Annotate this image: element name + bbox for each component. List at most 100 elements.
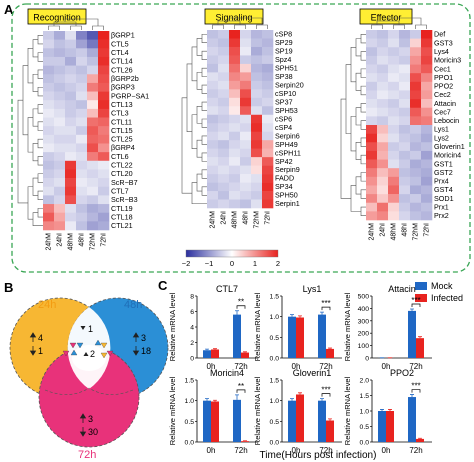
recognition-heatmap-cell [43,134,55,144]
recognition-condition-label: 24hM [46,233,53,251]
signaling-heatmap-cell [262,46,274,56]
recognition-condition-label: 72hM [90,233,97,251]
signaling-heatmap-cell [218,80,230,90]
venn-24-48-arrow [80,326,86,330]
signaling-heatmap-cell [229,46,241,56]
signaling-heatmap-cell [229,89,241,99]
recognition-gene-label: CTL5 [111,39,129,48]
effector-heatmap-cell [410,38,422,48]
effector-heatmap-cell [421,185,433,195]
signaling-heatmap-cell [262,106,274,116]
signaling-col-branch [228,17,263,25]
signaling-title-box [204,8,264,25]
signaling-heatmap-cell [218,46,230,56]
signaling-gene-label: cSP4 [275,123,292,132]
signaling-dendrogram-branch [201,84,207,94]
effector-heatmap-cell [388,159,400,169]
signaling-heatmap-cell [218,89,230,99]
recognition-heatmap-cell [87,195,99,205]
recognition-gene-label: CTL20 [111,169,133,178]
signaling-heatmap-cell [240,30,252,39]
effector-heatmap-cell [366,38,378,48]
panel-a-dashed-frame [11,3,471,273]
venn-72h-only-down-arrow [79,427,87,437]
recognition-heatmap-cell [43,117,55,127]
error-bar-mock [380,409,384,411]
error-bar-mock [410,394,414,398]
effector-heatmap-cell [421,38,433,48]
bar-infected [296,394,304,442]
recognition-title: Recognition [33,13,81,23]
effector-heatmap-cell [366,55,378,65]
signaling-heatmap-cell [207,165,219,175]
signaling-heatmap-cell [218,148,230,158]
recognition-heatmap-cell [65,169,77,179]
effector-heatmap-cell [377,211,389,221]
y-tick-label: 1.5 [270,294,280,301]
recognition-heatmap-cell [87,56,99,66]
effector-heatmap-cell [410,55,422,65]
recognition-heatmap-cell [43,65,55,75]
x-tick-label: 72h [319,446,332,455]
effector-heatmap-cell [377,202,389,212]
y-tick-label: 0.5 [270,419,280,426]
recognition-dendrogram-branch [32,39,38,58]
y-tick-label: 1.5 [360,393,370,400]
effector-dendrogram-branch [360,68,366,78]
venn-48h-only-down-count: 18 [141,346,151,356]
recognition-heatmap-cell [87,91,99,101]
effector-gene-label: GST3 [434,38,453,47]
recognition-heatmap-cell [65,160,77,170]
recognition-gene-label: βGRP1 [111,31,135,40]
y-tick-label: 1.0 [270,314,280,321]
y-tick-label: 0.0 [270,440,280,447]
y-tick-label: 2.0 [360,378,370,385]
effector-condition-label: 48hM [391,223,398,241]
chart-title: Attacin [388,284,416,294]
signaling-heatmap-cell [262,55,274,65]
x-tick-label: 0h [292,362,301,371]
effector-heatmap-cell [388,64,400,74]
effector-dendrogram-branch [350,46,356,83]
recognition-dendrogram-branch [32,108,38,127]
bar-infected [296,317,304,358]
effector-dendrogram-branch [360,120,366,130]
recognition-heatmap-cell [87,221,99,231]
recognition-heatmap-cell [54,134,66,144]
signaling-dendrogram-branch [191,46,197,82]
signaling-heatmap-cell [262,123,274,133]
recognition-dendrogram-branch [32,177,38,196]
recognition-heatmap-cell [87,117,99,127]
recognition-dendrogram-branch [37,190,43,201]
signaling-heatmap-cell [229,140,241,149]
recognition-heatmap-cell [98,178,110,188]
signaling-heatmap-cell [240,72,252,82]
effector-dendrogram-branch [360,51,366,61]
signaling-heatmap-cell [240,63,252,73]
signaling-row-dendrogram [181,33,207,205]
effector-heatmap-cell [421,176,433,186]
significance-bracket [321,306,331,311]
recognition-gene-label: CTL26 [111,65,133,74]
recognition-dendrogram-branch [37,35,43,45]
signaling-heatmap-cell [262,72,274,82]
y-tick-label: 1.0 [360,409,370,416]
signaling-condition-label: 24hM [210,211,217,229]
signaling-heatmap-cell [207,106,219,116]
signaling-heatmap-cell [229,157,241,166]
error-bar-mock [320,311,324,315]
effector-dendrogram-branch [355,141,361,160]
bar-mock [318,314,326,358]
recognition-condition-label: 48hI [79,233,86,247]
signaling-heatmap-cell [251,30,263,39]
signaling-heatmap-cell [251,131,263,141]
effector-gene-label: Attacin [434,99,456,108]
recognition-dendrogram-branch [37,208,43,218]
recognition-heatmap-cell [54,91,66,101]
effector-heatmap-cell [388,202,400,212]
recognition-heatmap-cell [87,74,99,84]
recognition-heatmap-cell [98,108,110,118]
signaling-heatmap-cell [229,30,241,39]
recognition-heatmap-cell [76,212,88,222]
signaling-dendrogram-branch [201,135,207,145]
